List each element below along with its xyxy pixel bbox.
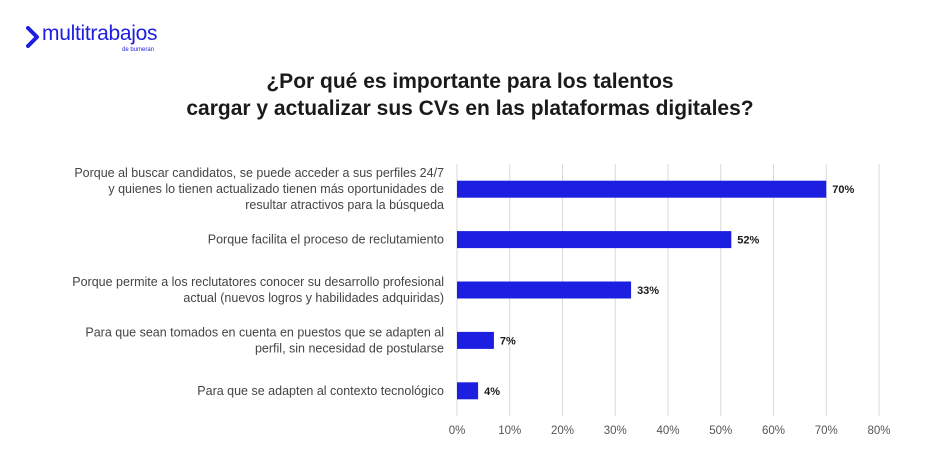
bar [457, 382, 479, 400]
x-tick-label: 40% [656, 425, 679, 437]
brand-tagline: de bumeran [122, 47, 155, 53]
data-label: 7% [500, 335, 516, 347]
logo-chevron-icon [26, 26, 39, 48]
data-label: 33% [637, 285, 659, 297]
data-label: 52% [737, 235, 759, 247]
chart-title: ¿Por qué es importante para los talentos… [0, 68, 940, 122]
category-label: actual (nuevos logros y habilidades adqu… [183, 291, 444, 305]
bar [457, 281, 632, 299]
data-label: 70% [832, 184, 854, 196]
data-label: 4% [484, 386, 500, 398]
category-label: perfil, sin necesidad de postularse [255, 341, 444, 355]
x-tick-label: 60% [762, 425, 785, 437]
category-label: resultar atractivos para la búsqueda [245, 198, 444, 212]
x-tick-label: 50% [709, 425, 732, 437]
category-label: Porque facilita el proceso de reclutamie… [208, 233, 444, 247]
chart-title-line-1: ¿Por qué es importante para los talentos [266, 70, 674, 93]
bar [457, 231, 732, 249]
category-label: Porque al buscar candidatos, se puede ac… [74, 166, 444, 180]
x-tick-label: 0% [449, 425, 466, 437]
bar [457, 180, 827, 198]
category-label: Para que se adapten al contexto tecnológ… [197, 384, 444, 398]
chart-title-line-2: cargar y actualizar sus CVs en las plata… [186, 97, 754, 120]
x-tick-label: 70% [815, 425, 838, 437]
brand-logo: multitrabajos de bumeran [26, 22, 206, 58]
x-tick-label: 20% [551, 425, 574, 437]
bar [457, 331, 494, 349]
brand-name: multitrabajos [42, 22, 158, 45]
x-tick-label: 10% [498, 425, 521, 437]
x-tick-label: 30% [604, 425, 627, 437]
category-label: Porque permite a los reclutatores conoce… [72, 275, 444, 289]
category-label: Para que sean tomados en cuenta en puest… [85, 325, 444, 339]
category-label: y quienes lo tienen actualizado tienen m… [108, 182, 444, 196]
x-tick-label: 80% [867, 425, 890, 437]
